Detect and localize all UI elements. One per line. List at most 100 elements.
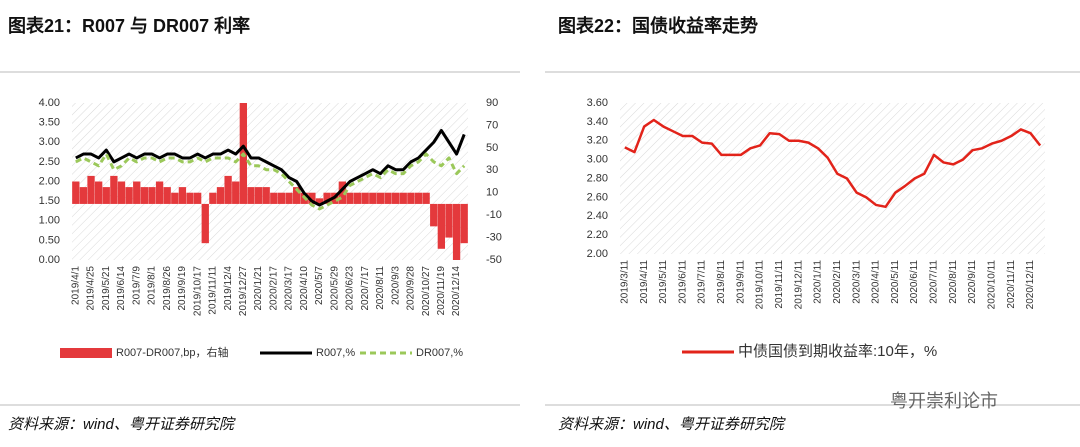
y-tick-label: 2.00 bbox=[587, 248, 608, 260]
legend-label: R007,% bbox=[316, 347, 355, 359]
y2-tick-label: 70 bbox=[486, 119, 498, 131]
y-tick-label: 2.20 bbox=[587, 229, 608, 241]
x-tick-label: 2020/2/17 bbox=[268, 266, 279, 311]
x-tick-label: 2020/4/10 bbox=[299, 266, 310, 311]
bar bbox=[308, 192, 316, 204]
y-tick-label: 0.50 bbox=[39, 234, 60, 246]
plot-background bbox=[620, 103, 1045, 254]
y-tick-label: 3.50 bbox=[39, 117, 60, 129]
bar bbox=[232, 181, 240, 204]
x-tick-label: 2020/10/27 bbox=[421, 266, 432, 316]
bar bbox=[201, 203, 209, 244]
y-tick-label: 3.60 bbox=[587, 97, 608, 109]
bar bbox=[216, 187, 225, 204]
x-tick-label: 2019/9/11 bbox=[735, 260, 746, 304]
y-tick-label: 3.00 bbox=[587, 154, 608, 166]
x-tick-label: 2019/4/1 bbox=[70, 266, 81, 305]
legend-label: DR007,% bbox=[416, 347, 463, 359]
plot-background bbox=[72, 103, 468, 260]
y2-tick-label: -30 bbox=[486, 231, 502, 243]
bar bbox=[277, 192, 286, 204]
x-tick-label: 2019/6/11 bbox=[677, 260, 688, 304]
x-tick-label: 2020/7/11 bbox=[929, 260, 940, 304]
y2-tick-label: -10 bbox=[486, 209, 502, 221]
bar bbox=[323, 192, 331, 204]
x-tick-label: 2020/12/14 bbox=[451, 266, 462, 316]
bar bbox=[445, 203, 453, 238]
legend-label: R007-DR007,bp，右轴 bbox=[116, 345, 229, 359]
y-tick-label: 2.60 bbox=[587, 191, 608, 203]
x-tick-label: 2019/10/11 bbox=[755, 260, 766, 310]
x-tick-label: 2020/5/7 bbox=[314, 266, 325, 305]
x-tick-label: 2020/1/21 bbox=[253, 266, 264, 311]
bar bbox=[171, 192, 179, 204]
bar bbox=[110, 175, 118, 204]
y-tick-label: 2.80 bbox=[587, 172, 608, 184]
x-tick-label: 2019/9/19 bbox=[177, 266, 188, 311]
bar bbox=[254, 187, 263, 204]
bar bbox=[140, 187, 149, 204]
legend-label: 中债国债到期收益率:10年，% bbox=[738, 343, 937, 360]
x-tick-label: 2020/11/19 bbox=[436, 266, 447, 316]
x-tick-label: 2020/3/17 bbox=[284, 266, 295, 311]
chart-title: 图表22：国债收益率走势 bbox=[558, 15, 758, 36]
x-tick-label: 2020/5/11 bbox=[890, 260, 901, 304]
bar bbox=[437, 203, 446, 249]
bar bbox=[430, 203, 438, 227]
bar bbox=[361, 192, 369, 204]
bar bbox=[125, 187, 133, 204]
y-tick-label: 1.00 bbox=[39, 215, 60, 227]
bar bbox=[163, 187, 171, 204]
x-tick-label: 2019/4/25 bbox=[86, 266, 97, 311]
x-tick-label: 2019/7/11 bbox=[697, 260, 708, 304]
bar bbox=[79, 187, 88, 204]
x-tick-label: 2020/8/11 bbox=[375, 266, 386, 310]
bar bbox=[155, 181, 164, 204]
bar bbox=[193, 192, 202, 204]
bar bbox=[353, 192, 362, 204]
x-tick-label: 2019/11/11 bbox=[774, 260, 785, 309]
x-tick-label: 2020/6/23 bbox=[345, 266, 356, 311]
series-line bbox=[624, 118, 1042, 209]
bar bbox=[369, 192, 377, 204]
x-tick-label: 2019/5/11 bbox=[658, 260, 669, 304]
x-tick-label: 2019/7/9 bbox=[131, 266, 142, 305]
y2-tick-label: -50 bbox=[486, 254, 502, 266]
x-tick-label: 2020/5/29 bbox=[329, 266, 340, 311]
bar bbox=[376, 192, 385, 204]
x-tick-label: 2020/9/11 bbox=[967, 260, 978, 304]
bar bbox=[407, 192, 415, 204]
bar bbox=[452, 203, 461, 260]
x-tick-label: 2019/4/11 bbox=[639, 260, 650, 304]
bar bbox=[285, 192, 293, 204]
x-tick-label: 2020/9/3 bbox=[390, 266, 401, 305]
bar bbox=[399, 192, 407, 204]
source: 资料来源：wind、粤开证券研究院 bbox=[558, 416, 786, 433]
y-tick-label: 3.00 bbox=[39, 136, 60, 148]
x-tick-label: 2019/10/17 bbox=[192, 266, 203, 316]
x-tick-label: 2019/11/11 bbox=[208, 266, 219, 315]
y2-tick-label: 90 bbox=[486, 97, 498, 109]
bar bbox=[270, 192, 278, 204]
x-tick-label: 2019/12/4 bbox=[223, 266, 234, 311]
x-tick-label: 2019/8/11 bbox=[716, 260, 727, 304]
y-tick-label: 3.20 bbox=[587, 135, 608, 147]
y2-tick-label: 30 bbox=[486, 164, 498, 176]
y-tick-label: 2.40 bbox=[587, 210, 608, 222]
y-tick-label: 0.00 bbox=[39, 254, 60, 266]
x-tick-label: 2020/12/11 bbox=[1025, 260, 1036, 310]
bar bbox=[262, 187, 270, 204]
bar bbox=[102, 187, 110, 204]
x-tick-label: 2019/5/21 bbox=[101, 266, 112, 311]
y-tick-label: 2.00 bbox=[39, 175, 60, 187]
x-tick-label: 2020/6/11 bbox=[909, 260, 920, 304]
y-tick-label: 2.50 bbox=[39, 156, 60, 168]
bar bbox=[224, 175, 232, 204]
x-tick-label: 2020/10/11 bbox=[987, 260, 998, 310]
x-tick-label: 2019/12/27 bbox=[238, 266, 249, 316]
bar bbox=[178, 187, 187, 204]
source: 资料来源：wind、粤开证券研究院 bbox=[8, 416, 236, 433]
bar bbox=[209, 192, 217, 204]
x-tick-label: 2019/8/26 bbox=[162, 266, 173, 311]
series-line bbox=[75, 128, 466, 207]
